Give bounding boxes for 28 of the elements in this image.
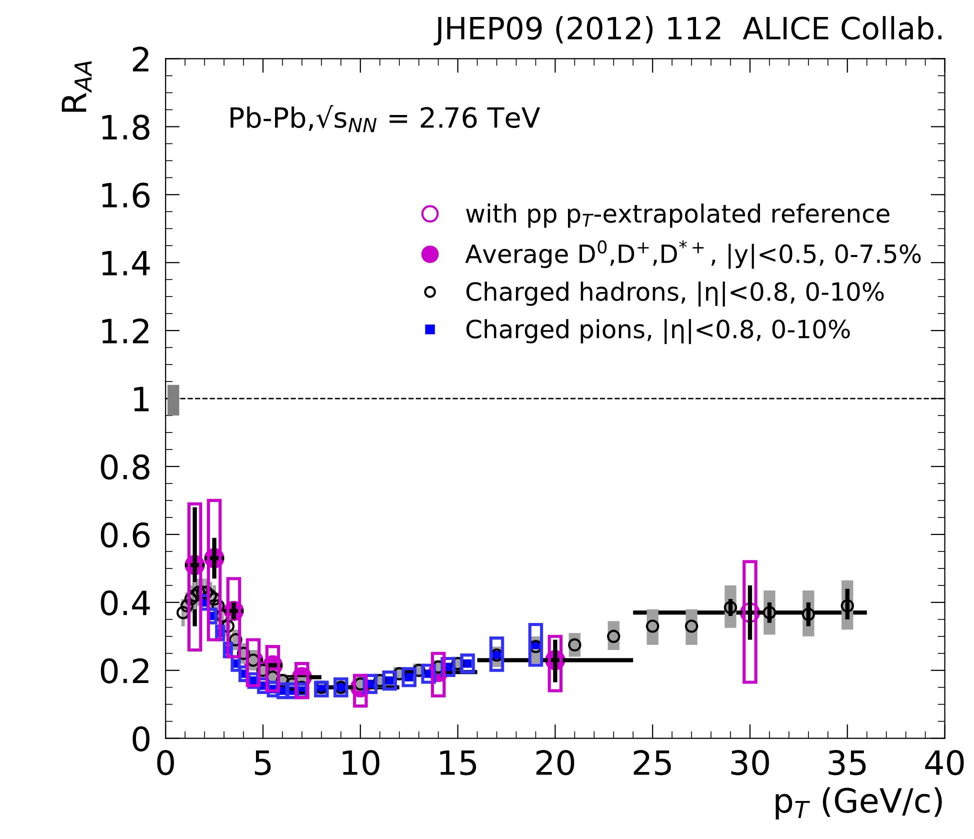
x-tick-label: 10 [342, 750, 380, 776]
y-tick-label: 0.2 [100, 658, 148, 684]
y-tick-label: 1.2 [102, 318, 148, 344]
annotation: Pb-Pb,√s$_{NN}$ = 2.76 TeV [230, 105, 540, 132]
x-tick-label: 35 [828, 750, 866, 776]
y-tick-label: 1.6 [102, 182, 150, 208]
y-tick-label: 0.4 [100, 590, 150, 616]
legend-label: Average D$^{0}$,D$^{+}$,D$^{*+}$, |y|<0.5, 0-7.5% [465, 240, 921, 269]
y-tick-label: 1.8 [102, 114, 150, 140]
x-tick-label: 20 [536, 750, 574, 776]
y-tick-label: 0.6 [100, 522, 150, 548]
legend-label: Charged pions, |η|<0.8, 0-10% [466, 319, 850, 344]
x-tick-label: 30 [731, 750, 769, 776]
x-tick-label: 5 [254, 750, 271, 776]
y-axis-title: R$_{AA}$ [62, 61, 92, 112]
x-tick-label: 40 [925, 750, 964, 776]
y-tick-label: 1 [134, 386, 149, 412]
y-tick-label: 2 [132, 46, 148, 72]
y-tick-label: 0.8 [100, 454, 150, 480]
x-tick-label: 0 [157, 750, 174, 776]
x-tick-label: 15 [440, 750, 476, 776]
y-tick-label: 0 [132, 726, 150, 752]
x-tick-label: 25 [634, 750, 671, 776]
y-tick-label: 1.4 [102, 250, 150, 276]
chart-title: JHEP09 (2012) 112 ALICE Collab. [434, 16, 942, 46]
x-axis-title: p$_{T}$ (GeV/c) [776, 787, 942, 820]
legend-label: with pp p$_{T}$-extrapolated reference [466, 204, 890, 228]
legend-label: Charged hadrons, |η|<0.8, 0-10% [466, 282, 884, 307]
